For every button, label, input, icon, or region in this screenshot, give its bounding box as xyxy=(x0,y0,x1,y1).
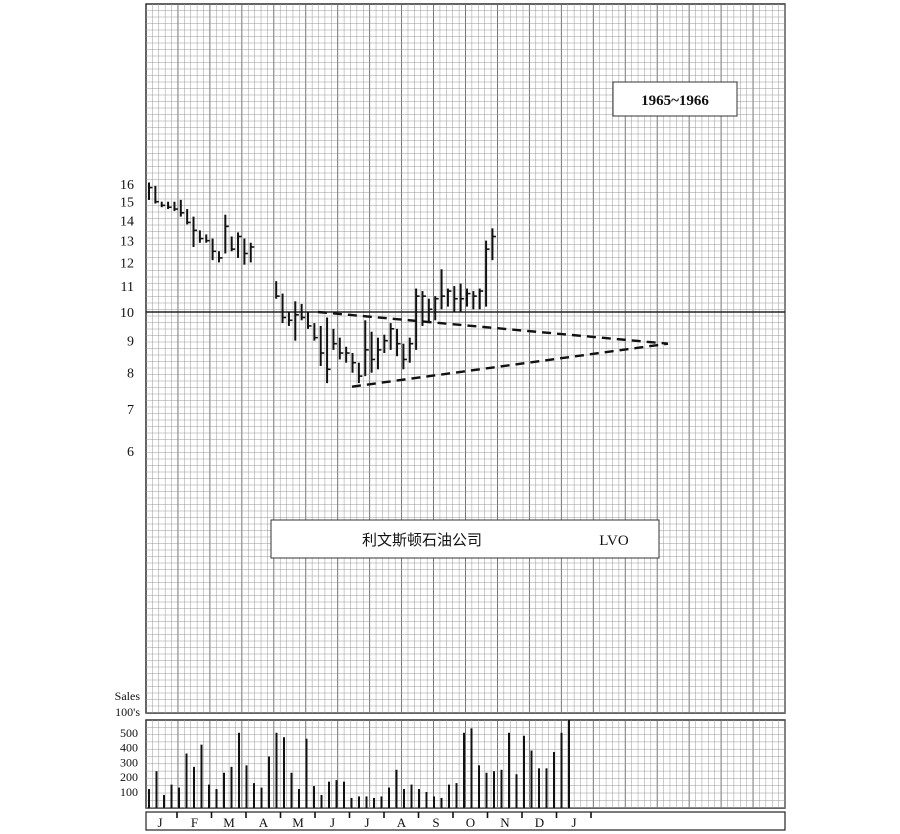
price-bars xyxy=(148,182,496,384)
volume-label-units: 100's xyxy=(115,705,140,719)
month-label: N xyxy=(500,815,510,830)
chart-title: 利文斯顿石油公司 xyxy=(362,532,482,549)
y-tick-label: 6 xyxy=(127,445,134,460)
volume-label-sales: Sales xyxy=(115,689,141,703)
title-box: 利文斯顿石油公司 LVO xyxy=(270,519,660,559)
period-label: 1965~1966 xyxy=(641,93,709,109)
month-label: J xyxy=(157,815,162,830)
volume-tick-label: 300 xyxy=(120,755,138,769)
month-label: J xyxy=(330,815,335,830)
month-label: J xyxy=(571,815,576,830)
volume-tick-label: 200 xyxy=(120,770,138,784)
period-box: 1965~1966 xyxy=(612,81,738,117)
volume-tick-label: 100 xyxy=(120,785,138,799)
volume-bars xyxy=(148,720,570,808)
month-label: J xyxy=(364,815,369,830)
y-tick-label: 16 xyxy=(120,178,134,193)
volume-tick-label: 500 xyxy=(120,726,138,740)
y-tick-label: 10 xyxy=(120,306,134,321)
upper-trendline xyxy=(317,310,669,345)
month-label: M xyxy=(292,815,304,830)
ticker-label: LVO xyxy=(599,533,629,549)
month-label: M xyxy=(223,815,235,830)
month-label: A xyxy=(397,815,407,830)
y-tick-label: 11 xyxy=(121,280,134,295)
y-tick-label: 7 xyxy=(127,403,134,418)
month-label: A xyxy=(259,815,269,830)
month-strip-frame xyxy=(145,811,786,831)
chart-grid xyxy=(145,3,786,831)
month-label: S xyxy=(432,815,439,830)
y-tick-label: 13 xyxy=(120,235,134,250)
y-tick-label: 9 xyxy=(127,335,134,350)
month-label: F xyxy=(191,815,198,830)
y-tick-label: 8 xyxy=(127,367,134,382)
lower-trendline xyxy=(351,342,669,388)
y-tick-label: 12 xyxy=(120,256,134,271)
volume-axis-label: Sales 100's xyxy=(115,689,141,719)
month-label: O xyxy=(466,815,475,830)
month-label: D xyxy=(535,815,544,830)
triangle-trendlines xyxy=(317,310,669,388)
y-tick-label: 15 xyxy=(120,196,134,211)
y-tick-label: 14 xyxy=(120,214,134,229)
volume-tick-label: 400 xyxy=(120,741,138,755)
